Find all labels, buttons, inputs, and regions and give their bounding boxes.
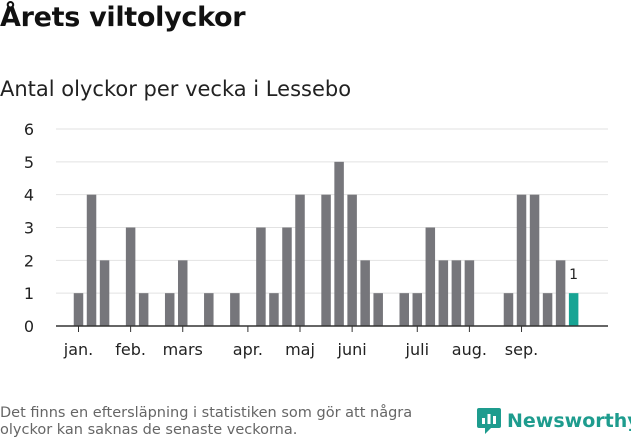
bar [425,227,436,326]
bar [516,194,527,326]
y-tick-label: 4 [24,186,34,205]
brand-logo[interactable]: Newsworthy [476,407,631,435]
bar-chart: 0 1 2 3 4 5 6 1 jan. feb. mars apr. maj juni juli aug… [24,120,608,359]
y-tick-label: 6 [24,120,34,139]
y-tick-label: 1 [24,284,34,303]
bar [86,194,97,326]
bar [204,293,214,326]
x-tick-label: apr. [233,340,263,359]
bar [256,227,266,326]
bar [451,260,462,326]
bar [438,260,449,326]
bar [412,293,423,326]
bar [125,227,136,326]
y-tick-label: 5 [24,153,34,172]
bar [282,227,292,326]
bar [269,293,279,326]
bar [99,260,110,326]
x-tick-label: sep. [505,340,538,359]
bar [373,293,383,326]
x-tick-label: maj [285,340,315,359]
bar-value-label: 1 [569,267,578,283]
bar [321,194,331,326]
bars: 1 [73,161,579,326]
bar [177,260,188,326]
newsworthy-logo-icon [477,408,501,434]
bar [334,161,344,326]
chart-title: Årets viltolyckor [0,2,246,33]
x-tick-label: jan. [63,340,93,359]
bar [73,293,84,326]
footnote: Det finns en eftersläpning i statistiken… [0,405,413,438]
bar [230,293,240,326]
y-axis-ticks: 0 1 2 3 4 5 6 [24,120,34,336]
x-tick-label: mars [163,340,203,359]
bar [555,260,566,326]
y-tick-label: 2 [24,251,34,270]
x-tick-label: juli [405,340,429,359]
bar [464,260,475,326]
bar [295,194,305,326]
x-tick-label: aug. [452,340,487,359]
bar-highlight [568,293,579,326]
x-axis-ticks: jan. feb. mars apr. maj juni juli aug. sep. [63,326,538,359]
bar [347,194,357,326]
brand-name: Newsworthy [507,410,631,432]
y-tick-label: 0 [24,317,34,336]
bar [399,293,409,326]
chart-subtitle: Antal olyckor per vecka i Lessebo [0,77,352,101]
bar [503,293,514,326]
grid-lines [56,128,608,294]
y-tick-label: 3 [24,219,34,238]
bar [360,260,370,326]
x-tick-label: feb. [115,340,146,359]
bar [542,293,553,326]
bar [164,293,175,326]
bar [529,194,540,326]
x-tick-label: juni [337,340,367,359]
bar [138,293,149,326]
